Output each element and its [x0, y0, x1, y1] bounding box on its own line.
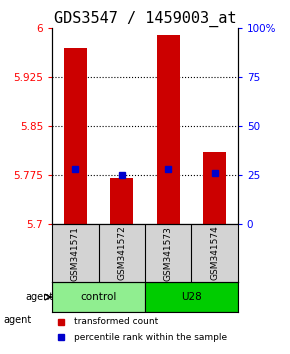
Title: GDS3547 / 1459003_at: GDS3547 / 1459003_at	[54, 11, 236, 27]
Bar	[145, 282, 238, 312]
Text: GSM341572: GSM341572	[117, 226, 126, 280]
Text: transformed count: transformed count	[75, 317, 159, 326]
Bar	[64, 48, 87, 224]
Text: agent: agent	[3, 315, 31, 325]
Bar	[157, 35, 180, 224]
Text: GSM341574: GSM341574	[210, 226, 219, 280]
Bar	[203, 152, 226, 224]
Text: GSM341571: GSM341571	[71, 225, 80, 280]
Bar	[110, 178, 133, 224]
Text: control: control	[80, 292, 117, 302]
Bar	[52, 282, 145, 312]
Text: GSM341573: GSM341573	[164, 225, 173, 280]
Text: percentile rank within the sample: percentile rank within the sample	[75, 332, 228, 342]
Text: agent: agent	[25, 292, 53, 302]
Text: U28: U28	[181, 292, 202, 302]
